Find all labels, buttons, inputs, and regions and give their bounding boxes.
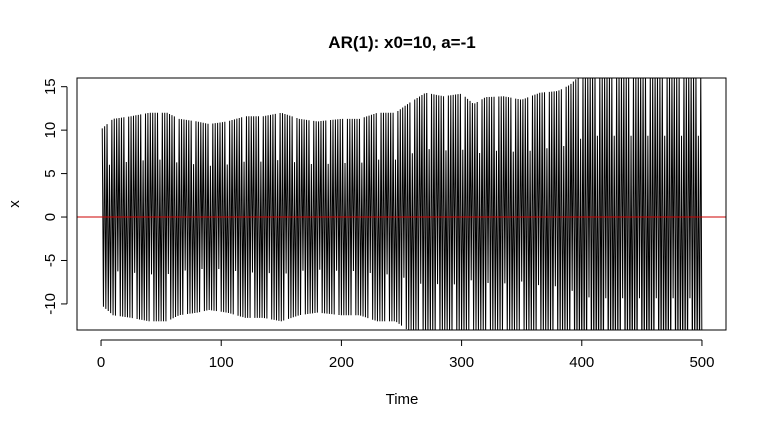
y-tick-label: 0	[42, 213, 59, 221]
x-axis-label: Time	[386, 391, 419, 408]
plot-frame	[76, 77, 727, 331]
chart-title: AR(1): x0=10, a=-1	[328, 33, 475, 52]
y-tick-label: 5	[42, 169, 59, 177]
x-tick-label: 200	[329, 354, 354, 371]
y-tick-label: -10	[42, 293, 59, 315]
plot-area	[76, 77, 727, 331]
x-tick-label: 300	[449, 354, 474, 371]
y-tick-label: -5	[42, 254, 59, 267]
x-tick-label: 400	[569, 354, 594, 371]
y-tick-label: 10	[42, 122, 59, 139]
x-tick-label: 100	[209, 354, 234, 371]
x-tick-label: 500	[689, 354, 714, 371]
x-tick-label: 0	[97, 354, 105, 371]
y-axis-label: x	[6, 200, 23, 208]
y-tick-label: 15	[42, 78, 59, 95]
